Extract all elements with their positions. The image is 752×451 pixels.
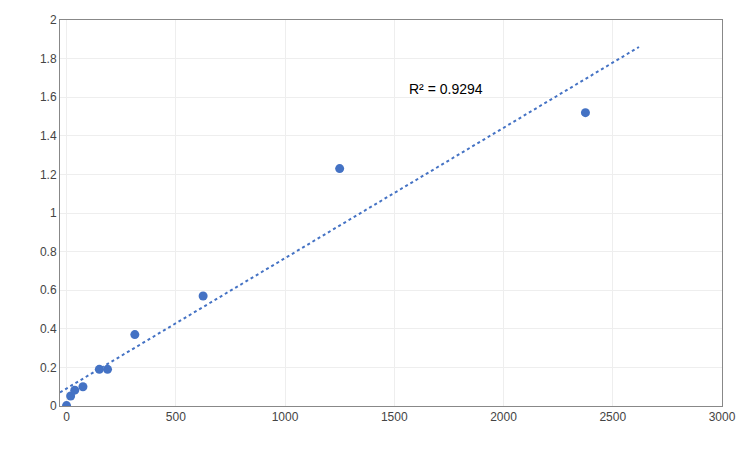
svg-text:2000: 2000 bbox=[490, 410, 517, 424]
svg-text:3000: 3000 bbox=[709, 410, 736, 424]
svg-text:0.8: 0.8 bbox=[40, 245, 57, 259]
svg-text:2500: 2500 bbox=[599, 410, 626, 424]
svg-text:1500: 1500 bbox=[381, 410, 408, 424]
svg-text:0: 0 bbox=[50, 399, 57, 413]
svg-text:2: 2 bbox=[50, 13, 57, 27]
svg-text:0.6: 0.6 bbox=[40, 283, 57, 297]
svg-text:1.8: 1.8 bbox=[40, 52, 57, 66]
svg-text:500: 500 bbox=[166, 410, 186, 424]
svg-text:R² = 0.9294: R² = 0.9294 bbox=[409, 81, 483, 97]
svg-text:0.2: 0.2 bbox=[40, 361, 57, 375]
svg-text:1000: 1000 bbox=[272, 410, 299, 424]
svg-text:1.4: 1.4 bbox=[40, 129, 57, 143]
svg-text:1.2: 1.2 bbox=[40, 168, 57, 182]
svg-text:1.6: 1.6 bbox=[40, 90, 57, 104]
svg-text:0.4: 0.4 bbox=[40, 322, 57, 336]
svg-text:0: 0 bbox=[63, 410, 70, 424]
svg-text:1: 1 bbox=[50, 206, 57, 220]
